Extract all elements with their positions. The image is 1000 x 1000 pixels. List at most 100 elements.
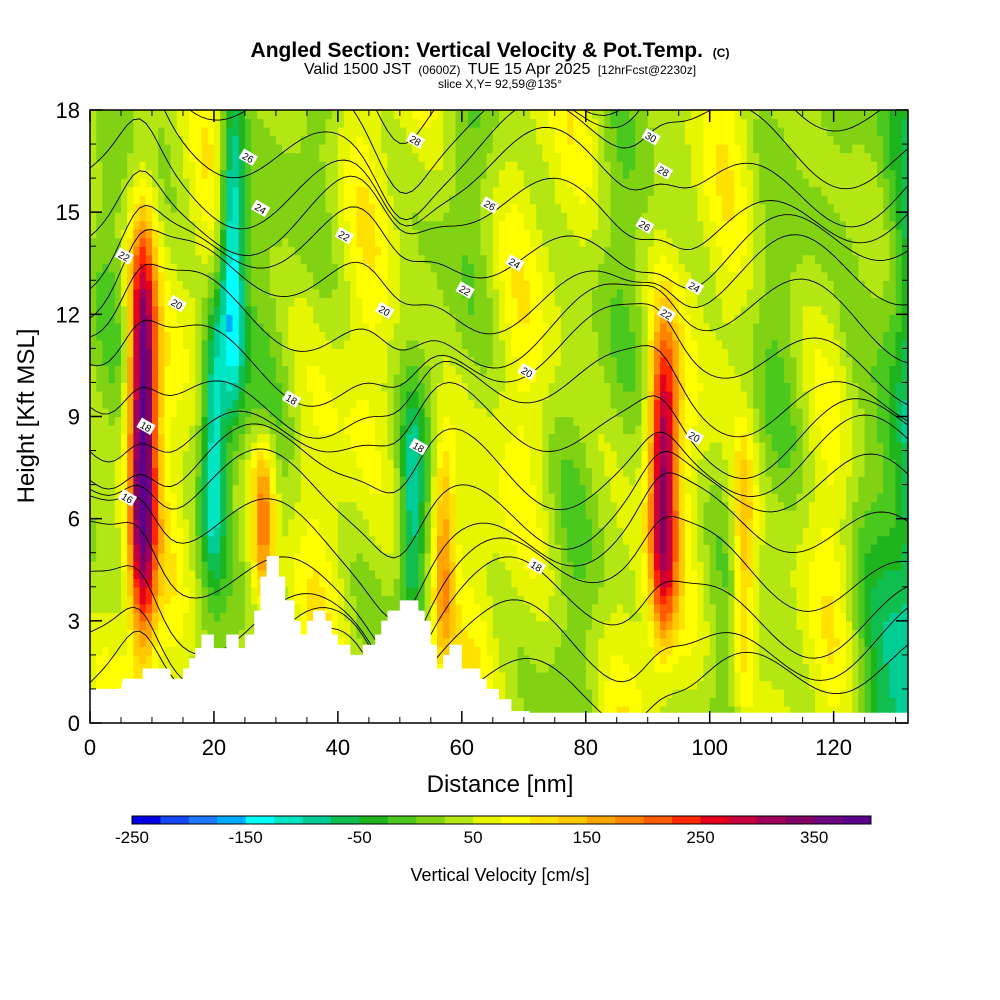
velocity-cell xyxy=(511,646,519,656)
velocity-cell xyxy=(127,671,134,682)
velocity-cell xyxy=(269,493,277,503)
velocity-cell xyxy=(412,169,420,179)
velocity-cell xyxy=(443,612,451,622)
velocity-cell xyxy=(362,416,370,426)
velocity-cell xyxy=(344,416,351,426)
velocity-cell xyxy=(189,212,196,222)
velocity-cell xyxy=(474,288,482,298)
velocity-cell xyxy=(151,229,159,239)
velocity-cell xyxy=(294,161,302,171)
velocity-cell xyxy=(480,646,488,656)
velocity-cell xyxy=(282,518,289,528)
velocity-cell xyxy=(412,476,420,486)
velocity-cell xyxy=(406,484,413,494)
velocity-cell xyxy=(201,144,209,154)
velocity-cell xyxy=(90,365,97,375)
velocity-cell xyxy=(499,186,506,196)
velocity-cell xyxy=(474,459,482,469)
velocity-cell xyxy=(480,433,488,443)
velocity-cell xyxy=(356,493,364,503)
velocity-cell xyxy=(300,459,308,469)
velocity-cell xyxy=(96,331,103,341)
velocity-cell xyxy=(257,544,265,554)
velocity-cell xyxy=(213,450,221,460)
velocity-cell xyxy=(120,459,128,469)
velocity-cell xyxy=(108,527,116,537)
velocity-cell xyxy=(511,705,519,716)
velocity-cell xyxy=(114,169,122,179)
velocity-cell xyxy=(251,467,258,477)
velocity-cell xyxy=(145,237,153,247)
velocity-cell xyxy=(182,263,190,273)
velocity-cell xyxy=(375,476,382,486)
velocity-cell xyxy=(319,110,327,120)
velocity-cell xyxy=(492,629,500,639)
velocity-cell xyxy=(325,348,333,358)
velocity-cell xyxy=(393,263,401,273)
velocity-cell xyxy=(387,603,395,613)
velocity-cell xyxy=(313,425,320,435)
velocity-cell xyxy=(263,322,271,332)
velocity-cell xyxy=(158,561,165,571)
velocity-cell xyxy=(213,331,221,341)
velocity-cell xyxy=(505,612,512,622)
velocity-cell xyxy=(406,339,413,349)
velocity-cell xyxy=(90,578,97,588)
velocity-cell xyxy=(468,493,475,503)
velocity-cell xyxy=(226,152,234,162)
velocity-cell xyxy=(468,186,475,196)
velocity-cell xyxy=(492,416,500,426)
velocity-cell xyxy=(511,271,519,281)
velocity-cell xyxy=(90,637,97,647)
velocity-cell xyxy=(114,365,122,375)
velocity-cell xyxy=(468,297,475,307)
velocity-cell xyxy=(418,314,426,324)
velocity-cell xyxy=(313,288,320,298)
velocity-cell xyxy=(244,127,252,137)
velocity-cell xyxy=(418,169,426,179)
velocity-cell xyxy=(344,450,351,460)
velocity-cell xyxy=(251,246,258,256)
velocity-cell xyxy=(368,544,376,554)
velocity-cell xyxy=(337,373,345,384)
velocity-cell xyxy=(306,322,314,332)
velocity-cell xyxy=(337,220,345,230)
velocity-cell xyxy=(114,144,122,154)
velocity-cell xyxy=(139,620,147,630)
velocity-cell xyxy=(443,442,451,452)
velocity-cell xyxy=(412,322,420,332)
velocity-cell xyxy=(511,586,519,596)
velocity-cell xyxy=(164,569,172,579)
velocity-cell xyxy=(486,237,494,247)
velocity-cell xyxy=(164,484,172,494)
velocity-cell xyxy=(282,586,289,596)
velocity-cell xyxy=(213,263,221,273)
velocity-cell xyxy=(337,195,345,205)
velocity-cell xyxy=(461,365,469,375)
velocity-cell xyxy=(393,135,401,145)
velocity-cell xyxy=(387,161,395,171)
velocity-cell xyxy=(288,280,296,290)
velocity-cell xyxy=(102,237,110,247)
velocity-cell xyxy=(368,586,376,596)
velocity-cell xyxy=(220,110,227,120)
velocity-cell xyxy=(424,229,432,239)
velocity-cell xyxy=(207,586,215,596)
velocity-cell xyxy=(492,459,500,469)
velocity-cell xyxy=(244,578,252,588)
velocity-cell xyxy=(251,212,258,222)
velocity-cell xyxy=(220,637,227,647)
velocity-cell xyxy=(350,450,358,460)
velocity-cell xyxy=(461,459,469,469)
velocity-cell xyxy=(412,407,420,418)
velocity-cell xyxy=(251,603,258,613)
velocity-cell xyxy=(443,578,451,588)
velocity-cell xyxy=(251,390,258,401)
velocity-cell xyxy=(319,314,327,324)
velocity-cell xyxy=(220,382,227,392)
velocity-cell xyxy=(393,450,401,460)
velocity-cell xyxy=(362,186,370,196)
velocity-cell xyxy=(226,425,234,435)
velocity-cell xyxy=(492,212,500,222)
velocity-cell xyxy=(319,390,327,401)
